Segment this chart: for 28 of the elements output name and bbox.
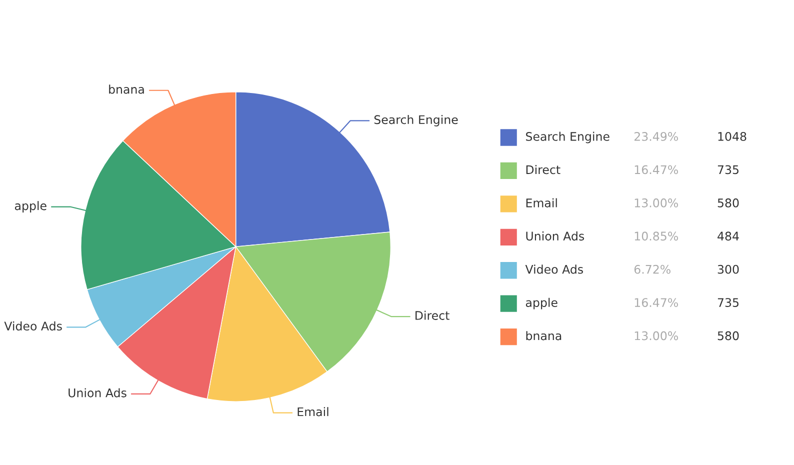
legend-label: Direct (526, 165, 560, 174)
legend-label: Email (526, 198, 557, 208)
legend-label: bnana (526, 331, 562, 340)
data-label: 13.00% (634, 198, 678, 208)
text: 300 (718, 264, 739, 274)
data-label: 10.85% (634, 232, 678, 241)
text: 735 (718, 298, 738, 308)
data-label: 16.47% (634, 298, 678, 308)
text: 580 (718, 331, 739, 340)
text: 1048 (718, 132, 746, 141)
legend-label: Search Engine (526, 132, 610, 144)
slice-label: Email (298, 407, 328, 416)
data-label: 16.47% (634, 165, 678, 174)
slice-label: Search Engine (374, 114, 458, 126)
text: 484 (718, 232, 739, 241)
data-label: 23.49% (634, 132, 678, 141)
data-label: 6.72% (634, 264, 670, 274)
legend-label: Video Ads (525, 264, 583, 274)
legend-label: Union Ads (526, 231, 584, 241)
data-label: 13.00% (634, 331, 678, 340)
slice-label: apple (14, 201, 46, 212)
text: 580 (718, 198, 739, 208)
slice-label: bnana (109, 84, 144, 94)
legend-label: apple (526, 298, 558, 310)
slice-label: Video Ads (4, 321, 62, 331)
slice-label: Union Ads (68, 388, 126, 398)
slice-label: Direct (416, 310, 450, 320)
text: 735 (718, 165, 738, 174)
